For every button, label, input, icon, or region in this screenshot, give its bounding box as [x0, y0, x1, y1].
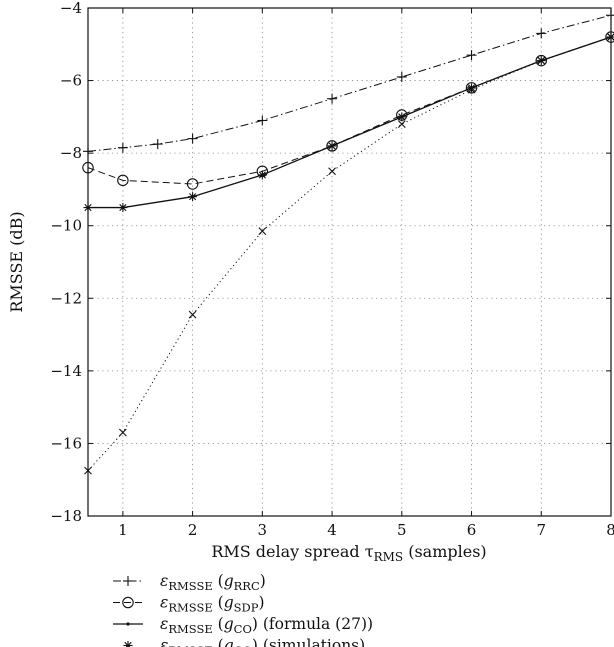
legend-entry-2: εRMSSE (gSDP) — [113, 594, 265, 615]
legend: εRMSSE (gRRC)εRMSSE (gSDP)εRMSSE (gCO) (… — [113, 572, 373, 647]
data-point — [465, 82, 478, 94]
legend-label: εRMSSE (gCO) (simulations) — [160, 637, 365, 647]
data-point — [327, 141, 337, 151]
data-point — [117, 174, 129, 187]
plot-frame — [87, 7, 612, 517]
x-tick-label: 3 — [258, 521, 268, 539]
data-point — [396, 71, 407, 82]
series-4 — [83, 32, 614, 213]
data-point — [118, 428, 127, 437]
series-line — [87, 36, 612, 185]
data-point — [328, 167, 336, 176]
data-point — [467, 85, 476, 94]
data-point — [467, 83, 477, 93]
series-2 — [82, 31, 614, 190]
data-point — [187, 133, 198, 144]
legend-label: εRMSSE (gSDP) — [160, 594, 265, 615]
y-tick-label: −14 — [50, 362, 82, 380]
legend-entry-3: εRMSSE (gCO) (formula (27)) — [113, 615, 373, 636]
x-tick-label: 8 — [606, 521, 614, 539]
legend-marker — [123, 576, 133, 586]
x-tick-label: 1 — [118, 521, 128, 539]
legend-label: εRMSSE (gCO) (formula (27)) — [160, 615, 373, 636]
series-line — [87, 14, 612, 152]
data-point — [536, 28, 547, 39]
data-point — [326, 140, 338, 152]
x-tick-label: 6 — [467, 521, 477, 539]
data-point — [466, 50, 477, 61]
series-1 — [83, 10, 614, 157]
data-point — [327, 93, 338, 104]
data-point — [258, 227, 267, 236]
data-point — [397, 120, 406, 129]
series-line — [87, 36, 612, 471]
legend-marker — [126, 622, 130, 626]
series-5 — [84, 33, 614, 475]
y-tick-label: −8 — [60, 144, 82, 162]
series-line — [88, 36, 612, 209]
data-point — [186, 178, 199, 190]
data-point — [188, 192, 198, 202]
series-3 — [86, 35, 613, 210]
data-point — [118, 203, 128, 213]
x-tick-label: 7 — [536, 521, 546, 539]
y-tick-label: −18 — [50, 507, 82, 525]
y-axis-label: RMSSE (dB) — [7, 211, 26, 312]
legend-label: εRMSSE (gRRC) — [160, 572, 266, 593]
data-point — [537, 56, 546, 65]
x-axis-label: RMS delay spread τRMS (samples) — [211, 542, 486, 564]
x-tick-label: 4 — [327, 521, 337, 539]
x-tick-label: 5 — [397, 521, 407, 539]
data-point — [257, 170, 267, 180]
axis-ticks: 1 2 3 4 5 6 7 8 −18 −16 −14 −12 −10 −8 −6 −4 — [50, 0, 614, 539]
legend-entry-1: εRMSSE (gRRC) — [113, 572, 266, 593]
legend-marker — [122, 596, 134, 609]
series-lines — [82, 10, 614, 475]
data-point — [152, 139, 163, 150]
y-tick-label: −10 — [50, 217, 82, 235]
grid-lines — [88, 8, 611, 516]
y-tick-label: −16 — [50, 434, 82, 452]
data-point — [117, 142, 128, 153]
y-tick-label: −6 — [60, 72, 82, 90]
data-point — [397, 112, 407, 122]
data-point — [535, 54, 548, 67]
y-tick-label: −12 — [50, 289, 82, 307]
data-point — [257, 115, 268, 126]
legend-marker — [123, 641, 133, 647]
legend-entry-4: εRMSSE (gCO) (simulations) — [123, 637, 365, 647]
x-tick-label: 2 — [188, 521, 198, 539]
data-point — [188, 310, 197, 319]
data-point — [606, 10, 614, 21]
y-tick-label: −4 — [60, 0, 82, 17]
